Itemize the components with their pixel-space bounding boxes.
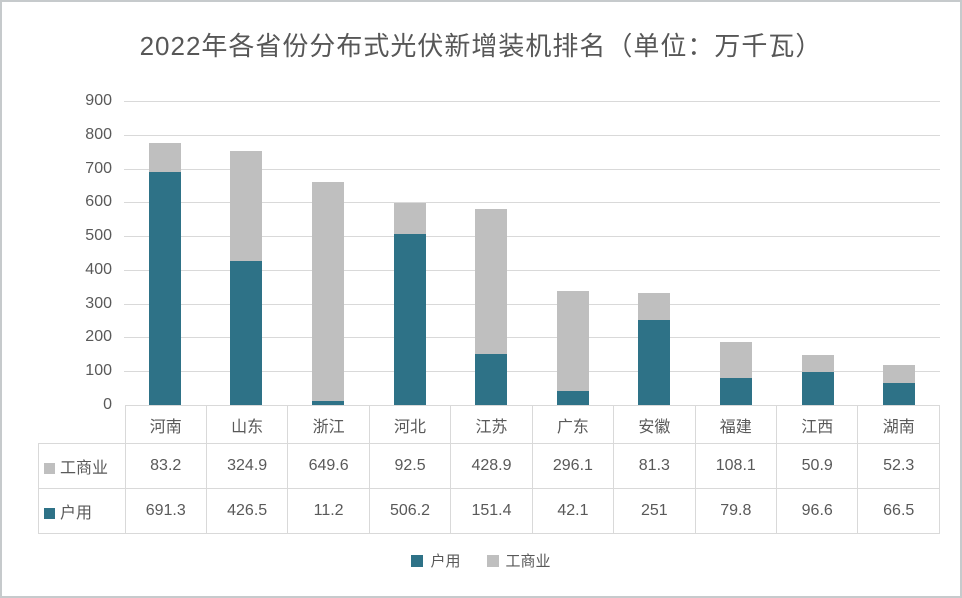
bar-segment-residential-河南 <box>148 171 181 405</box>
bar-segment-residential-江西 <box>801 372 834 405</box>
table-value-cell: 92.5 <box>368 443 452 489</box>
data-table: 河南 山东 浙江 河北 江苏 广东 安徽 福建 江西 湖南工商业 83.2 324.9 649.6 92.… <box>38 405 940 534</box>
table-value-cell: 42.1 <box>531 488 615 534</box>
table-value-cell: 108.1 <box>694 443 778 489</box>
table-category-header: 湖南 <box>857 405 940 444</box>
gridline <box>124 303 940 305</box>
y-axis-tick-label: 300 <box>85 294 112 312</box>
table-category-header: 安徽 <box>613 405 696 444</box>
bar-segment-commercial-浙江 <box>312 181 344 402</box>
table-value-cell: 649.6 <box>287 443 370 489</box>
gridline <box>124 371 940 373</box>
table-category-header: 山东 <box>205 405 289 444</box>
table-value-cell: 428.9 <box>450 443 533 489</box>
table-value-cell: 324.9 <box>205 443 289 489</box>
gridline <box>124 101 940 102</box>
table-value-cell: 11.2 <box>287 488 370 534</box>
table-value-cell: 251 <box>613 488 696 534</box>
legend-label: 户用 <box>430 553 461 570</box>
table-category-header: 浙江 <box>287 405 370 444</box>
y-axis-tick-label: 500 <box>85 227 112 245</box>
bar-segment-commercial-广东 <box>556 290 589 391</box>
bar-segment-commercial-河北 <box>393 202 426 235</box>
bar-segment-residential-广东 <box>556 390 589 405</box>
bar-segment-residential-江苏 <box>475 353 508 405</box>
y-axis-tick-label: 700 <box>85 159 112 177</box>
table-category-header: 江西 <box>775 405 859 444</box>
bar-segment-commercial-江苏 <box>475 209 508 354</box>
y-axis-tick-label: 0 <box>103 396 112 413</box>
residential-legend-swatch-icon <box>411 554 424 567</box>
legend-label: 工商业 <box>505 553 551 570</box>
table-value-cell: 506.2 <box>368 488 452 534</box>
bar-segment-residential-河北 <box>393 234 426 405</box>
table-value-cell: 426.5 <box>205 488 289 534</box>
bar-segment-residential-浙江 <box>312 401 344 405</box>
bar-segment-residential-福建 <box>720 378 752 405</box>
table-value-cell: 83.2 <box>124 443 207 489</box>
bar-segment-commercial-湖南 <box>883 364 916 383</box>
table-value-cell: 81.3 <box>613 443 696 489</box>
legend-item-residential: 户用 <box>411 550 461 571</box>
plot-area <box>124 101 940 405</box>
table-category-header: 福建 <box>694 405 778 444</box>
bar-segment-commercial-江西 <box>801 355 834 373</box>
bar-segment-residential-安徽 <box>638 320 671 405</box>
table-row-label-residential: 户用 <box>38 488 126 534</box>
bar-segment-commercial-福建 <box>720 341 752 379</box>
bar-segment-commercial-安徽 <box>638 292 671 321</box>
table-value-cell: 66.5 <box>857 488 940 534</box>
table-category-header: 河南 <box>124 405 207 444</box>
y-axis-tick-label: 900 <box>85 92 112 109</box>
bar-segment-residential-山东 <box>230 260 263 405</box>
table-row-label-commercial: 工商业 <box>38 443 126 489</box>
gridline <box>124 134 940 136</box>
bar-segment-residential-湖南 <box>883 382 916 405</box>
residential-key-swatch-icon <box>44 508 55 519</box>
chart-title: 2022年各省份分布式光伏新增装机排名（单位：万千瓦） <box>139 31 823 61</box>
table-category-header: 江苏 <box>450 405 533 444</box>
y-axis-tick-label: 200 <box>85 328 112 346</box>
commercial-key-swatch-icon <box>44 463 55 474</box>
chart-legend: 户用 工商业 <box>2 550 960 571</box>
commercial-legend-swatch-icon <box>486 554 499 567</box>
gridline <box>124 236 940 238</box>
table-category-header: 河北 <box>368 405 452 444</box>
table-value-cell: 151.4 <box>450 488 533 534</box>
table-value-cell: 50.9 <box>775 443 859 489</box>
gridline <box>124 337 940 339</box>
y-axis-tick-label: 600 <box>85 193 112 211</box>
bar-segment-commercial-河南 <box>148 143 181 172</box>
y-axis-tick-label: 800 <box>85 125 112 143</box>
table-value-cell: 691.3 <box>124 488 207 534</box>
table-category-header: 广东 <box>531 405 615 444</box>
gridline <box>124 269 940 271</box>
table-value-cell: 79.8 <box>694 488 778 534</box>
table-value-cell: 96.6 <box>775 488 859 534</box>
table-value-cell: 296.1 <box>531 443 615 489</box>
gridline <box>124 202 940 204</box>
table-value-cell: 52.3 <box>857 443 940 489</box>
y-axis-tick-label: 400 <box>85 260 112 278</box>
bar-segment-commercial-山东 <box>230 151 263 261</box>
legend-item-commercial: 工商业 <box>486 550 551 571</box>
y-axis-tick-label: 100 <box>85 362 112 380</box>
gridline <box>124 168 940 170</box>
